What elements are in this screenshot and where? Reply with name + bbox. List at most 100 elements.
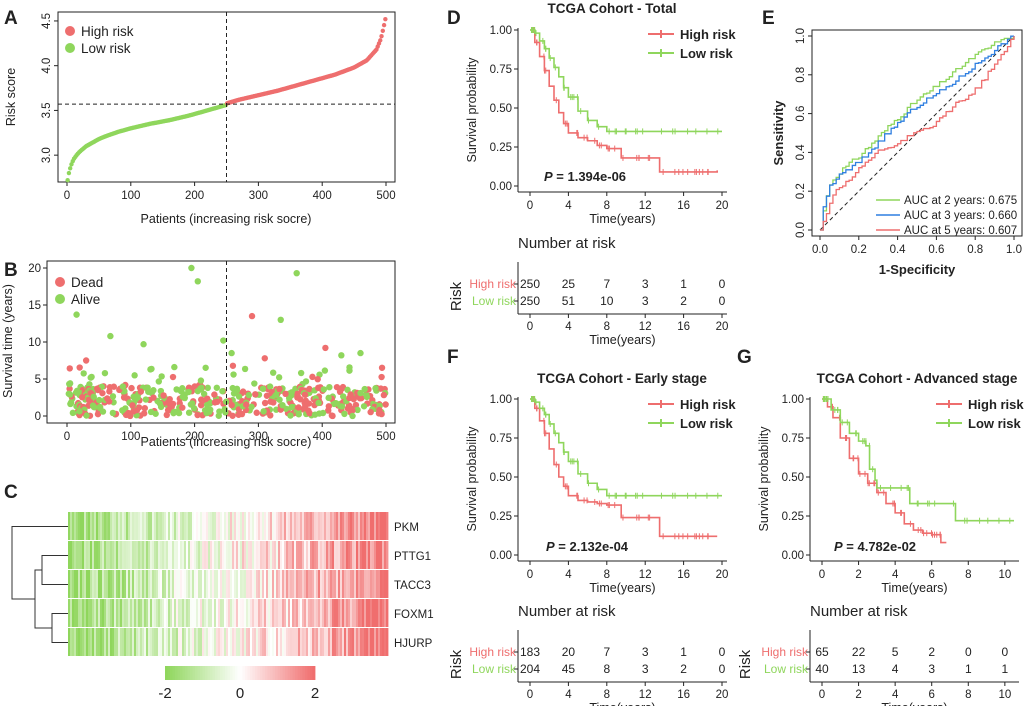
- panel-c-heatmap-cell: [298, 628, 301, 656]
- panel-c-heatmap-cell: [286, 599, 289, 627]
- panel-c-heatmap-cell: [252, 541, 255, 569]
- panel-b-patient-point: [270, 399, 277, 406]
- panel-c-heatmap-cell: [112, 570, 115, 598]
- panel-c-heatmap-cell: [156, 628, 159, 656]
- panel-c-heatmap-cell: [348, 512, 351, 540]
- panel-c-heatmap-cell: [262, 512, 265, 540]
- panel-c-heatmap-cell: [374, 570, 377, 598]
- panel-c-color-key-cell: [210, 666, 213, 680]
- panel-b-patient-point: [96, 396, 103, 404]
- panel-c-color-key-cell: [172, 666, 176, 680]
- panel-c-heatmap-cell: [214, 512, 217, 540]
- panel-c-heatmap-cell: [214, 628, 217, 656]
- panel-c-heatmap-cell: [334, 599, 337, 627]
- panel-b-patient-point: [194, 278, 201, 285]
- panel-b-patient-point: [367, 408, 374, 416]
- panel-a-y-tick-label: 4.5: [41, 13, 53, 29]
- panel-g-legend-label-low: Low risk: [968, 416, 1022, 431]
- panel-c-heatmap-cell: [160, 512, 163, 540]
- panel-c-heatmap-cell: [154, 570, 157, 598]
- panel-c-color-key-cell: [312, 666, 316, 680]
- panel-c-heatmap-cell: [124, 599, 127, 627]
- panel-b-patient-point: [277, 316, 284, 323]
- panel-c-heatmap-cell: [132, 512, 135, 540]
- panel-c-heatmap-cell: [380, 541, 383, 569]
- panel-f-title: TCGA Cohort - Early stage: [537, 371, 707, 386]
- panel-c-heatmap-cell: [294, 599, 297, 627]
- panel-d-x-tick-label: 12: [639, 200, 652, 212]
- panel-c-heatmap-cell: [228, 512, 231, 540]
- panel-c-color-key-cell: [305, 666, 308, 680]
- panel-c-color-key-cell: [310, 666, 313, 680]
- panel-c-heatmap-cell: [262, 570, 265, 598]
- panel-b-patient-point: [179, 404, 186, 411]
- panel-c-heatmap-cell: [350, 628, 353, 656]
- panel-b-patient-point: [309, 373, 316, 381]
- panel-c-heatmap-cell: [184, 512, 187, 540]
- panel-c-heatmap-cell: [198, 570, 201, 598]
- panel-c-heatmap-cell: [336, 599, 339, 627]
- panel-c-heatmap-cell: [266, 628, 269, 656]
- panel-c-row-label: PTTG1: [394, 551, 431, 563]
- panel-c-heatmap-cell: [134, 541, 137, 569]
- panel-c-heatmap-cell: [202, 541, 205, 569]
- panel-b-patient-point: [228, 401, 235, 409]
- panel-c-heatmap-cell: [84, 541, 87, 569]
- panel-c-heatmap-cell: [286, 570, 289, 598]
- panel-c-heatmap-cell: [154, 628, 157, 656]
- panel-f-risk-table-x-tick-label: 4: [565, 689, 572, 701]
- panel-c-heatmap-cell: [80, 541, 83, 569]
- panel-b-patient-point: [338, 403, 346, 410]
- panel-c-heatmap-cell: [360, 512, 363, 540]
- panel-c-color-key-cell: [292, 666, 296, 680]
- panel-b-legend-dead-label: Dead: [71, 275, 103, 290]
- panel-c-heatmap-cell: [160, 628, 163, 656]
- panel-c-color-key-cell: [247, 666, 251, 680]
- panel-c-heatmap-cell: [226, 541, 229, 569]
- panel-c-heatmap-cell: [210, 512, 213, 540]
- panel-e-y-tick-label: 0.2: [795, 183, 807, 199]
- panel-b-patient-point: [378, 373, 385, 381]
- panel-c-heatmap-cell: [366, 512, 369, 540]
- panel-b-patient-point: [382, 401, 389, 408]
- panel-c-heatmap-cell: [188, 628, 191, 656]
- panel-c-heatmap-cell: [68, 628, 71, 656]
- panel-b-patient-point: [372, 385, 379, 392]
- panel-b-patient-point: [269, 369, 277, 376]
- panel-c-heatmap-cell: [84, 512, 87, 540]
- panel-c-heatmap-cell: [142, 599, 145, 627]
- panel-c-heatmap-cell: [90, 628, 93, 656]
- panel-c-color-key-cell: [242, 666, 246, 680]
- panel-b-patient-point: [207, 406, 214, 413]
- panel-c-heatmap-cell: [314, 599, 317, 627]
- panel-g-pvalue-value: = 4.782e-02: [843, 539, 916, 554]
- panel-b-patient-point: [200, 390, 208, 398]
- panel-c-heatmap-cell: [226, 599, 229, 627]
- panel-a-legend-high-label: High risk: [81, 24, 134, 39]
- panel-c-heatmap-cell: [114, 541, 117, 569]
- panel-f-risk-table-count: 0: [719, 662, 726, 676]
- panel-c-row-label: HJURP: [394, 638, 433, 650]
- panel-c-heatmap-cell: [368, 628, 371, 656]
- panel-c-heatmap-cell: [220, 599, 223, 627]
- panel-a-x-tick-label: 100: [121, 190, 140, 202]
- panel-c-heatmap-cell: [280, 512, 283, 540]
- panel-d-x-axis-label: Time(years): [589, 212, 655, 226]
- panel-c-heatmap-cell: [340, 512, 343, 540]
- panel-c-heatmap-cell: [242, 628, 245, 656]
- panel-c-heatmap-cell: [338, 599, 341, 627]
- panel-g-risk-table-x-tick-label: 2: [855, 689, 861, 701]
- panel-c-heatmap-cell: [334, 628, 337, 656]
- panel-c-heatmap-cell: [78, 628, 81, 656]
- panel-b-patient-point: [272, 391, 280, 399]
- panel-d-risk-table-count: 3: [642, 294, 649, 308]
- panel-b-patient-point: [211, 399, 219, 406]
- panel-b-patient-point: [352, 401, 360, 409]
- panel-f-risk-table-count: 0: [719, 645, 726, 659]
- panel-c-heatmap-cell: [130, 541, 133, 569]
- panel-c-heatmap-cell: [178, 512, 181, 540]
- panel-c-heatmap-cell: [182, 541, 185, 569]
- panel-c-heatmap-cell: [256, 512, 259, 540]
- panel-c-heatmap-cell: [192, 599, 195, 627]
- panel-a-y-axis-label: Risk score: [4, 68, 18, 126]
